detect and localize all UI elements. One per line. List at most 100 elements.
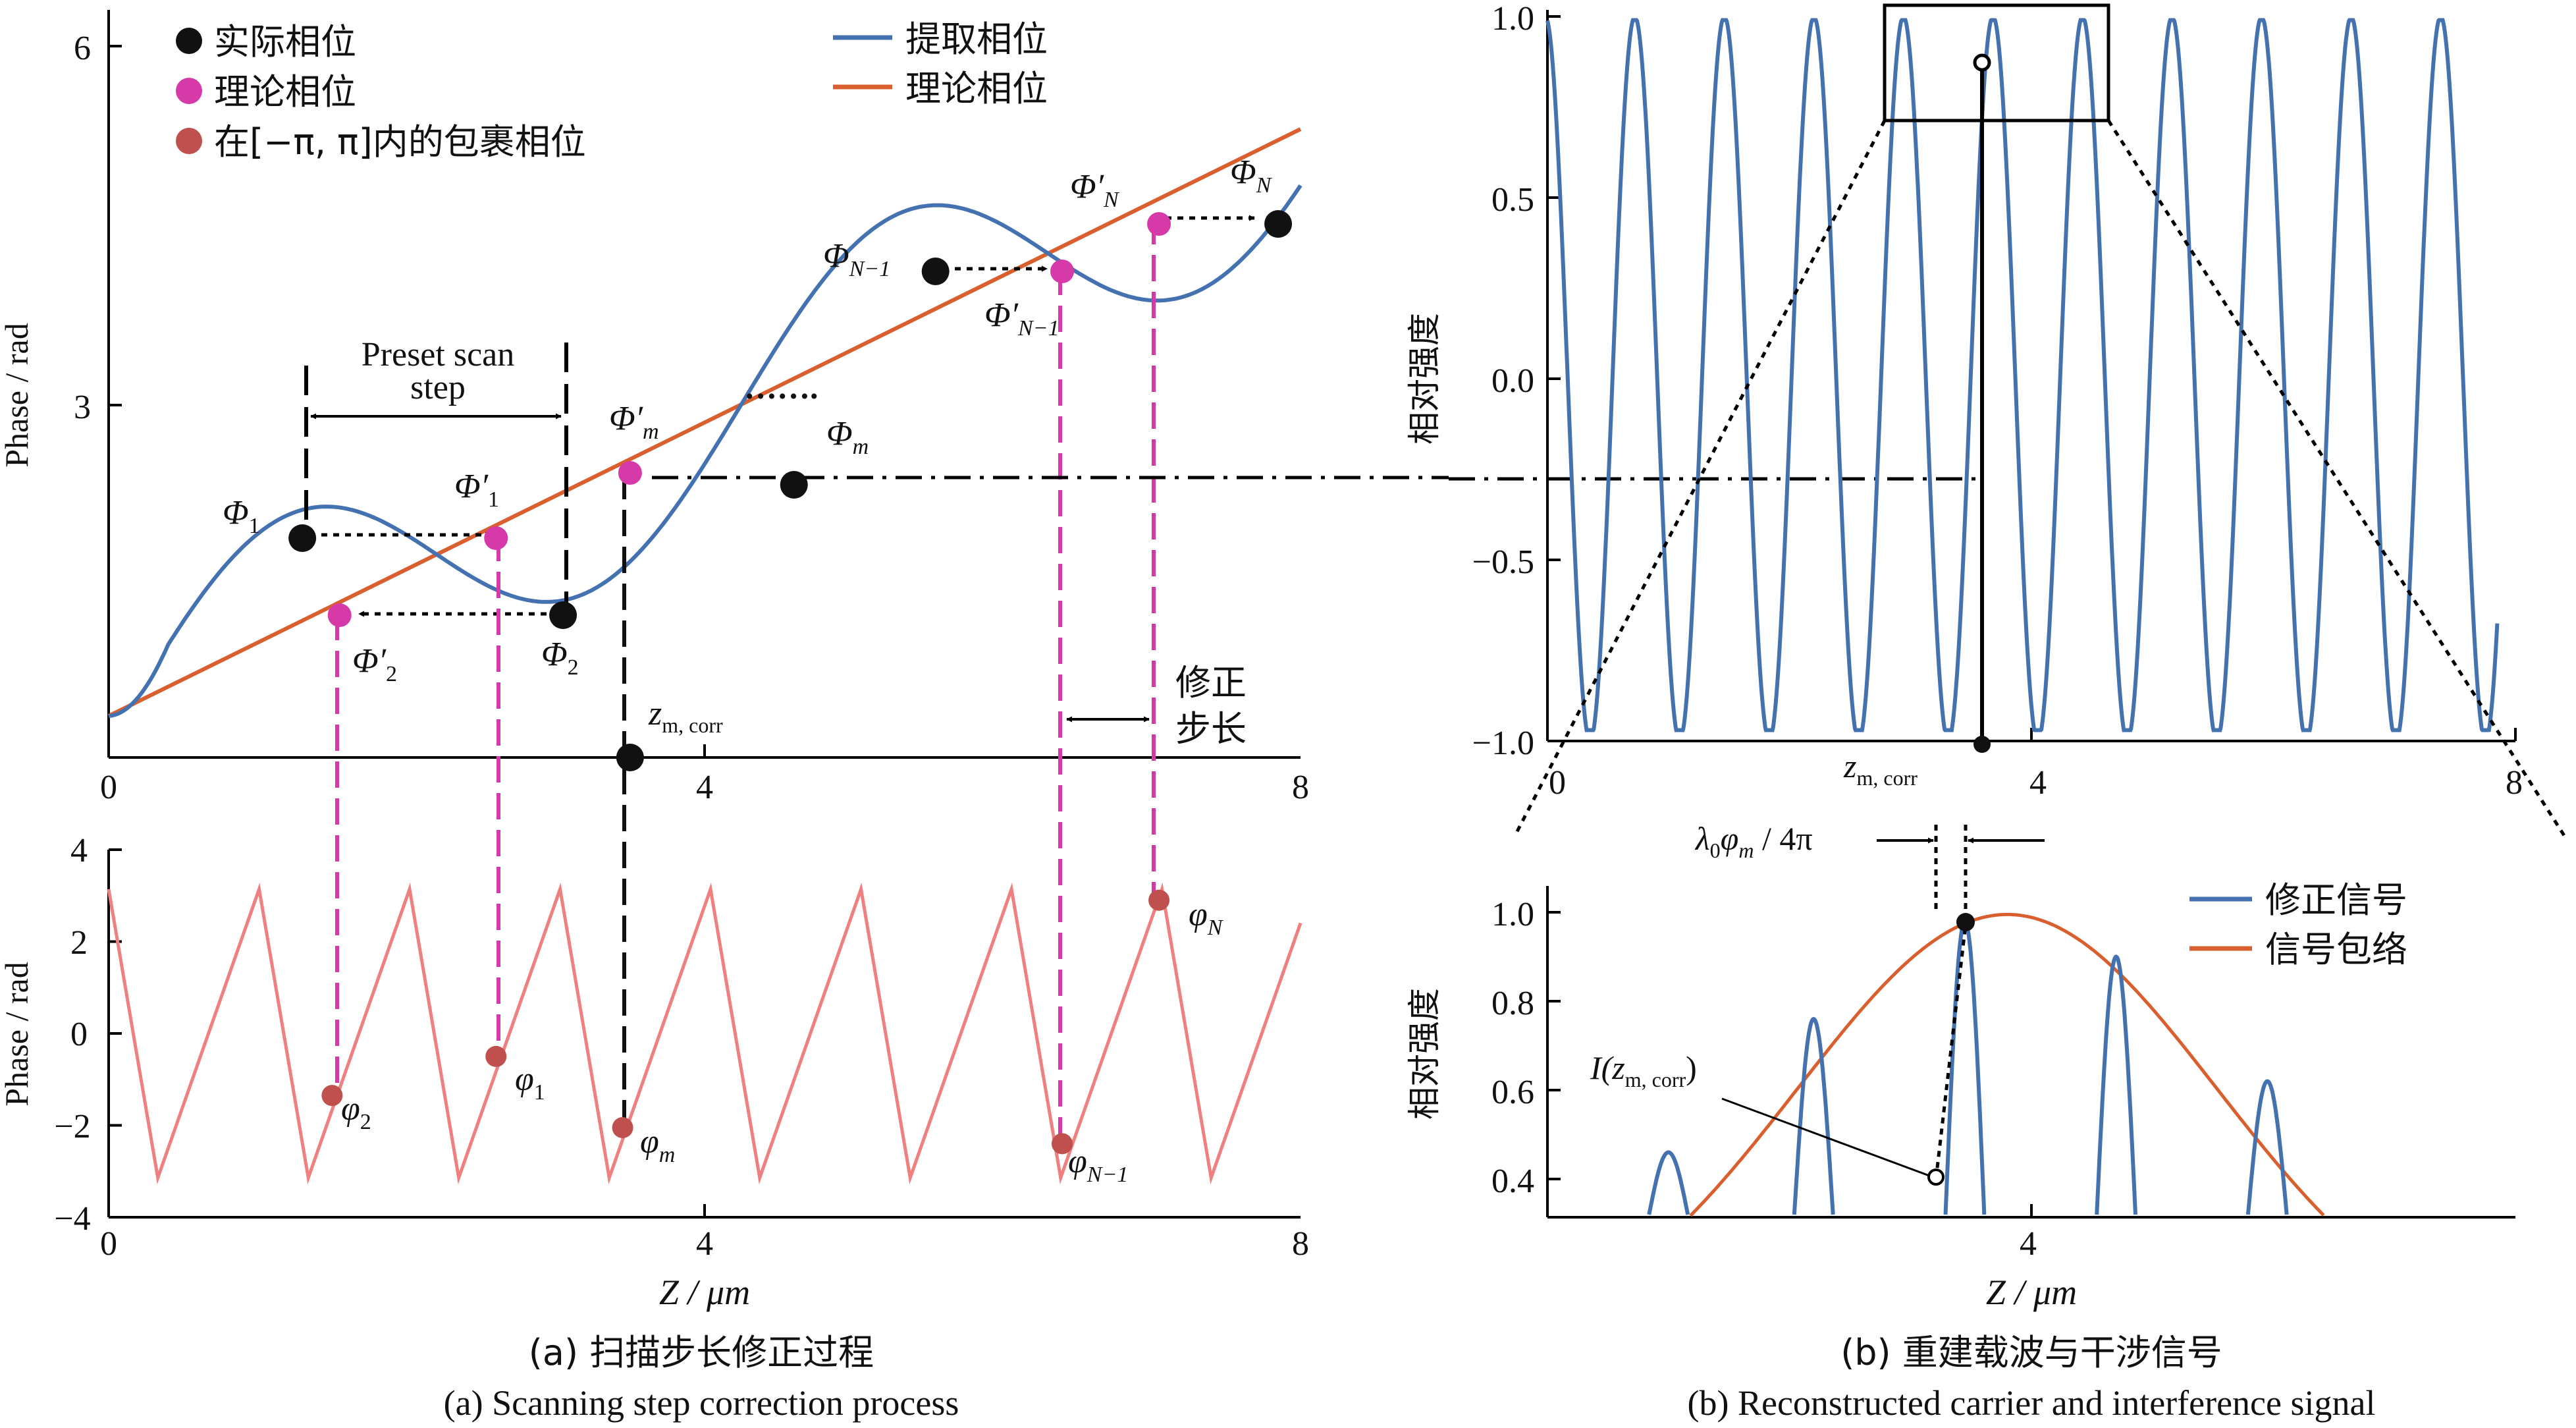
legend-theory-marker	[176, 78, 202, 104]
actual-point-4	[1264, 210, 1293, 238]
b-bot-xtitle: Z / μm	[1986, 1273, 2077, 1312]
b-legend: 修正信号 信号包络	[2189, 879, 2407, 970]
actual-point-2	[780, 471, 808, 499]
b-bot-xlabel-4: 4	[2020, 1225, 2037, 1263]
a-bot-xlabel-4: 4	[696, 1225, 713, 1263]
b-top-ticks	[1547, 15, 2517, 742]
corrected-peak-3	[2095, 954, 2137, 1215]
caption-a-cn: (a) 扫描步长修正过程	[529, 1332, 874, 1373]
panel-a-bottom: 4 2 0 −2 −4 0 4 8 Phase / rad Z / μm φ2 …	[0, 832, 1309, 1312]
a-top-ylabel-3: 3	[74, 389, 91, 426]
I-pointer-line	[1721, 1097, 1930, 1177]
a-bot-ylabel-0: 0	[70, 1016, 88, 1053]
zoom-line-left	[1513, 119, 1887, 838]
ellipsis-dots: …….	[744, 369, 818, 406]
label-phi1: Φ1	[223, 494, 260, 538]
legend-actual-marker	[176, 28, 202, 54]
wrapped-point-2	[612, 1116, 633, 1138]
label-phi2p: Φ′2	[352, 642, 397, 686]
b-top-ylabel-0: 0.0	[1491, 362, 1534, 400]
a-bot-xlabel-0: 0	[100, 1225, 117, 1263]
b-marker-bottom	[1973, 736, 1991, 753]
a-top-points	[288, 210, 1293, 771]
legend-envelope-label: 信号包络	[2265, 929, 2407, 970]
b-marker-top	[1973, 53, 1991, 72]
label-zcorr-a: zm, corr	[648, 695, 723, 737]
a-vertical-connectors	[335, 218, 1156, 1143]
b-bot-max-point	[1956, 913, 1975, 931]
b-bot-dotted-diag	[1934, 924, 1968, 1180]
panel-b-bottom: 1.0 0.8 0.6 0.4 4 Z / μm 相对强度 I(zm, corr…	[1405, 879, 2515, 1312]
theory-point-4	[1147, 212, 1171, 236]
a-bot-ylabel-m4: −4	[54, 1200, 90, 1238]
b-bot-peaks	[1647, 918, 2289, 1215]
b-bot-ytitle: 相对强度	[1405, 988, 1443, 1120]
b-bot-ticks	[1547, 911, 2033, 1217]
a-bot-ytitle: Phase / rad	[0, 962, 35, 1106]
a-top-extracted-line	[108, 184, 1302, 718]
label-phi2: Φ2	[541, 636, 579, 680]
label-phi1p: Φ′1	[454, 468, 499, 512]
theory-point-1	[484, 526, 508, 550]
a-legend: 实际相位 理论相位 在[−π, π]内的包裹相位 提取相位 理论相位	[176, 18, 1048, 163]
a-top-xlabel-0: 0	[100, 769, 117, 806]
a-bot-xlabel-8: 8	[1292, 1225, 1309, 1263]
legend-wrapped-label: 在[−π, π]内的包裹相位	[214, 121, 586, 163]
correction-step: 修正 步长	[1066, 662, 1247, 750]
b-top-ylabel-m1: −1.0	[1472, 725, 1534, 762]
preset-label-2: step	[410, 369, 466, 406]
a-bot-ylabel-4: 4	[70, 832, 88, 869]
legend-actual-label: 实际相位	[214, 21, 356, 63]
theory-point-0	[327, 603, 352, 627]
wrapped-point-3	[1052, 1133, 1073, 1155]
panel-b-top: 1.0 0.5 0.0 −0.5 −1.0 0 4 8 相对强度 zm, cor…	[1405, 0, 2567, 838]
a-top-xlabel-4: 4	[696, 769, 713, 806]
wrapped-point-1	[485, 1045, 507, 1067]
wrapped-point-4	[1148, 889, 1170, 911]
a-bot-phase-labels: φ2 φ1 φm φN−1 φN	[341, 896, 1224, 1187]
corr-step-label-2: 步长	[1175, 708, 1247, 750]
label-vphiN1: φN−1	[1068, 1143, 1128, 1187]
b-top-xlabel-8: 8	[2506, 764, 2523, 802]
caption-b-cn: (b) 重建载波与干涉信号	[1840, 1332, 2222, 1373]
a-top-ylabel-6: 6	[74, 30, 91, 67]
corr-step-label-1: 修正	[1175, 662, 1247, 703]
legend-theory-label: 理论相位	[214, 71, 356, 113]
label-phiN1: ΦN−1	[823, 237, 890, 281]
label-phiN: ΦN	[1230, 153, 1273, 198]
label-phiNp: Φ′N	[1070, 168, 1120, 212]
label-vphiN: φN	[1189, 896, 1224, 940]
a-phase-arrows: …….	[309, 215, 1255, 617]
b-bot-envelope	[1689, 912, 2325, 1217]
I-label: I(zm, corr)	[1590, 1049, 1697, 1091]
b-top-xlabel-0: 0	[1549, 764, 1566, 802]
actual-point-1	[549, 601, 577, 629]
panel-a-top: 6 3 0 4 8 Phase / rad 实际相位 理论相位 在[−π, π]…	[0, 10, 1309, 806]
label-vphi1: φ1	[515, 1060, 545, 1105]
theory-point-2	[618, 461, 642, 485]
a-bot-points	[321, 889, 1170, 1155]
label-phimp: Φ′m	[609, 400, 659, 444]
zcorr-point-0	[616, 744, 644, 771]
b-top-xlabel-4: 4	[2029, 764, 2047, 802]
a-bot-ylabel-m2: −2	[54, 1108, 90, 1145]
corrected-peak-4	[2245, 1079, 2289, 1215]
b-top-ylabel-m05: −0.5	[1472, 543, 1534, 581]
corrected-peak-2	[1943, 918, 1987, 1215]
legend-wrapped-marker	[176, 128, 202, 154]
label-phim: Φm	[826, 415, 869, 459]
label-phiN1p: Φ′N−1	[984, 296, 1060, 341]
a-bot-sawtooth	[107, 882, 1302, 1185]
label-vphi2: φ2	[341, 1090, 371, 1134]
zoom-box	[1883, 3, 2110, 123]
a-top-theory-line	[107, 127, 1302, 718]
a-top-phase-labels: Φ1 Φ2 Φm ΦN−1 ΦN Φ′1 Φ′2 Φ′m Φ′N−1 Φ′N z…	[223, 153, 1273, 737]
lambda-label: λ0φm / 4π	[1694, 820, 1813, 862]
a-top-ytitle: Phase / rad	[0, 323, 35, 467]
theory-point-3	[1050, 260, 1074, 283]
corrected-peak-0	[1647, 1150, 1690, 1215]
b-bot-ylabel-08: 0.8	[1491, 985, 1534, 1022]
b-top-ylabel-1: 1.0	[1491, 0, 1534, 38]
b-top-carrier	[1545, 18, 2500, 732]
